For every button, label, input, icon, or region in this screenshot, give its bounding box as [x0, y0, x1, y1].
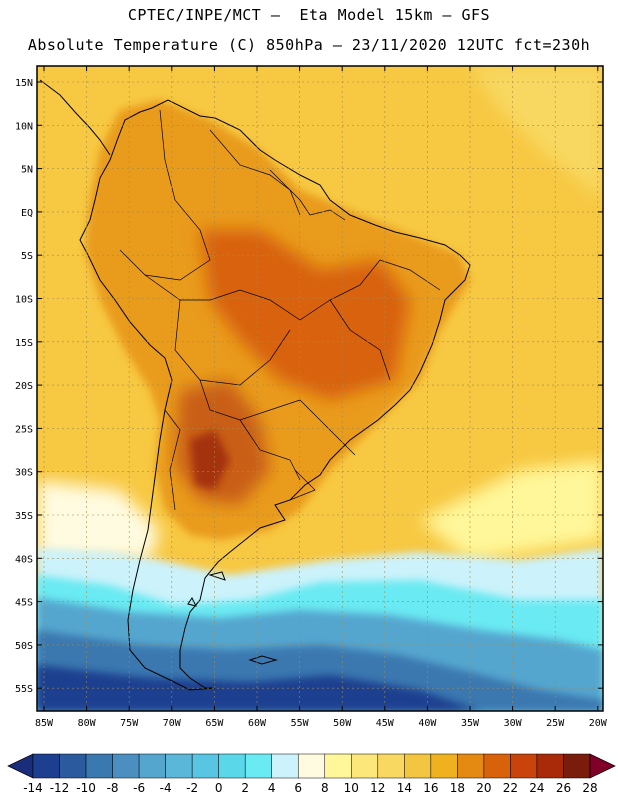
colorbar-swatch [510, 753, 538, 779]
colorbar-swatch [59, 753, 87, 779]
temperature-field [37, 66, 603, 711]
lon-label: 85W [35, 718, 54, 729]
lat-label: 30S [15, 468, 33, 479]
pacific-pale-zone [37, 480, 160, 560]
colorbar-swatch [430, 753, 458, 779]
map-frame [36, 65, 604, 712]
northeast-yellow-band [470, 66, 603, 200]
colorbar-swatch [85, 753, 113, 779]
colorbar-swatch [536, 753, 564, 779]
colorbar-label: -12 [50, 781, 70, 795]
colorbar-swatch [483, 753, 511, 779]
colorbar-swatch [377, 753, 405, 779]
colorbar-swatch [297, 753, 326, 779]
warm-core-field [200, 230, 410, 400]
colorbar-label: 20 [476, 781, 491, 795]
colorbar-swatch [32, 753, 60, 779]
lat-label: 40S [15, 554, 33, 565]
colorbar-label: 16 [423, 781, 438, 795]
lon-label: 35W [461, 718, 480, 729]
longitude-labels: 85W 80W 75W 70W 65W 60W 55W 50W 45W 40W 35W 30W 25W 2… [35, 718, 608, 729]
colorbar-label: 10 [344, 781, 359, 795]
coastline [39, 79, 471, 691]
islands [187, 571, 278, 665]
hot-core-center [190, 430, 230, 490]
lat-label: 10N [15, 121, 33, 132]
colorbar-label: 26 [556, 781, 571, 795]
lat-label: 10S [15, 295, 33, 306]
colorbar-swatch [138, 753, 166, 779]
colorbar-label: 18 [450, 781, 465, 795]
lat-label: 20S [15, 381, 33, 392]
lon-label: 60W [248, 718, 267, 729]
axis-ticks [37, 66, 603, 711]
lon-label: 75W [120, 718, 139, 729]
colorbar-swatch [244, 753, 272, 779]
lat-label: 45S [15, 598, 33, 609]
colorbar-under-arrow [7, 753, 34, 779]
lat-label: 5N [21, 165, 33, 176]
colorbar-label: 22 [503, 781, 518, 795]
atlantic-pale-zone [420, 460, 603, 560]
chart-subtitle: Absolute Temperature (C) 850hPa – 23/11/… [27, 36, 591, 54]
colorbar-swatch [112, 753, 140, 779]
colorbar-swatch [457, 753, 485, 779]
colorbar-over-arrow [589, 753, 616, 779]
latitude-labels: 15N 10N 5N EQ 5S 10S 15S 20S 25S 30S 35S 40S 45S 50S 5… [15, 78, 33, 695]
colorbar-swatch [271, 753, 299, 779]
colorbar-label: -6 [133, 781, 145, 795]
colorbar-label: -14 [23, 781, 43, 795]
colorbar-label: 24 [529, 781, 544, 795]
colorbar-label: 8 [321, 781, 329, 795]
colorbar-swatch [165, 753, 193, 779]
country-borders [119, 109, 441, 511]
colorbar-label: 6 [294, 781, 302, 795]
colorbar-label: 12 [370, 781, 385, 795]
lon-label: 30W [504, 718, 523, 729]
colorbar-swatch [324, 753, 352, 779]
colorbar-label: 14 [397, 781, 412, 795]
colorbar-label: -2 [186, 781, 198, 795]
colorbar-swatch [191, 753, 219, 779]
lat-label: 15N [15, 78, 33, 89]
colorbar-label: -8 [107, 781, 119, 795]
color-scale [7, 753, 616, 779]
colorbar-swatch [351, 753, 379, 779]
lat-label: 55S [15, 684, 33, 695]
lon-label: 25W [546, 718, 565, 729]
color-scale-labels: -14 -12 -10 -8 -6 -4 -2 0 2 4 6 8 10 12 14 16 18 20 22 24 26… [23, 781, 597, 795]
lat-label: 50S [15, 641, 33, 652]
colorbar-label: 4 [268, 781, 276, 795]
lon-label: 65W [205, 718, 224, 729]
lon-label: 20W [589, 718, 608, 729]
lat-label: 25S [15, 424, 33, 435]
chart-title: CPTEC/INPE/MCT – Eta Model 15km – GFS [127, 6, 491, 24]
lon-label: 70W [163, 718, 182, 729]
lon-label: 80W [78, 718, 97, 729]
lat-label: EQ [21, 208, 33, 219]
lat-label: 35S [15, 511, 33, 522]
colorbar-swatch [404, 753, 432, 779]
colorbar-label: -10 [76, 781, 96, 795]
lon-label: 55W [291, 718, 310, 729]
lon-label: 45W [376, 718, 395, 729]
lon-label: 40W [418, 718, 437, 729]
colorbar-label: 28 [582, 781, 597, 795]
colorbar-swatch [563, 753, 591, 779]
lat-label: 15S [15, 338, 33, 349]
colorbar-swatch [218, 753, 246, 779]
colorbar-label: -4 [160, 781, 172, 795]
lat-lon-grid [37, 66, 603, 711]
colorbar-label: 2 [241, 781, 249, 795]
lat-label: 5S [21, 251, 33, 262]
lon-label: 50W [333, 718, 352, 729]
colorbar-label: 0 [215, 781, 223, 795]
